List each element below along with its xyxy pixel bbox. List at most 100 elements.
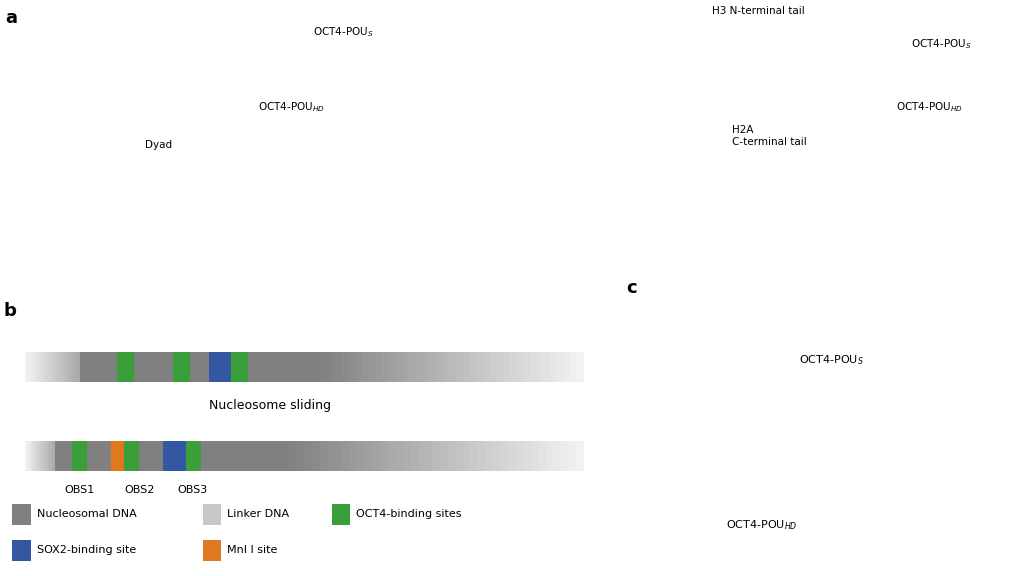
- Bar: [60, 352, 63, 382]
- Bar: [112, 441, 124, 471]
- Bar: [304, 441, 312, 471]
- Bar: [78, 352, 81, 382]
- Bar: [33, 352, 36, 382]
- Bar: [402, 441, 410, 471]
- Bar: [42, 441, 43, 471]
- Bar: [355, 352, 362, 382]
- Bar: [395, 441, 402, 471]
- Bar: [501, 441, 508, 471]
- Bar: [28, 352, 30, 382]
- Text: Nucleosome sliding: Nucleosome sliding: [209, 399, 332, 412]
- Bar: [231, 352, 248, 382]
- Text: OCT4-POU$_{HD}$: OCT4-POU$_{HD}$: [726, 518, 798, 532]
- Bar: [537, 352, 544, 382]
- Bar: [568, 441, 577, 471]
- Bar: [41, 352, 44, 382]
- Bar: [497, 352, 503, 382]
- Bar: [557, 352, 563, 382]
- Bar: [376, 352, 382, 382]
- Text: OCT4-binding sites: OCT4-binding sites: [356, 510, 462, 520]
- Text: c: c: [627, 279, 637, 297]
- Bar: [563, 352, 570, 382]
- Bar: [54, 441, 55, 471]
- Bar: [63, 352, 67, 382]
- Bar: [48, 441, 49, 471]
- Bar: [81, 352, 315, 382]
- Bar: [40, 441, 42, 471]
- Bar: [447, 441, 456, 471]
- Bar: [373, 441, 380, 471]
- Bar: [312, 441, 319, 471]
- Bar: [410, 352, 416, 382]
- Bar: [282, 441, 290, 471]
- Bar: [319, 441, 327, 471]
- Bar: [173, 352, 189, 382]
- Bar: [476, 352, 483, 382]
- Text: OCT4-POU$_{HD}$: OCT4-POU$_{HD}$: [896, 100, 963, 114]
- Bar: [561, 441, 568, 471]
- Bar: [387, 441, 395, 471]
- Bar: [503, 352, 510, 382]
- Text: Nucleosomal DNA: Nucleosomal DNA: [37, 510, 136, 520]
- Bar: [30, 352, 33, 382]
- Bar: [349, 441, 357, 471]
- Text: MnI I site: MnI I site: [227, 545, 278, 555]
- Bar: [12, 504, 31, 525]
- Bar: [369, 352, 376, 382]
- Bar: [539, 441, 546, 471]
- Bar: [389, 352, 396, 382]
- Bar: [410, 441, 418, 471]
- Bar: [382, 352, 389, 382]
- Bar: [450, 352, 457, 382]
- Bar: [425, 441, 433, 471]
- Text: OCT4-POU$_{HD}$: OCT4-POU$_{HD}$: [258, 100, 326, 114]
- Bar: [36, 352, 39, 382]
- Bar: [30, 441, 31, 471]
- Bar: [483, 352, 489, 382]
- Bar: [72, 441, 87, 471]
- Bar: [380, 441, 387, 471]
- Bar: [329, 352, 336, 382]
- Bar: [203, 540, 221, 561]
- Bar: [577, 352, 584, 382]
- Bar: [12, 540, 31, 561]
- Bar: [508, 441, 516, 471]
- Bar: [457, 352, 463, 382]
- Bar: [423, 352, 429, 382]
- Text: Dyad: Dyad: [145, 140, 172, 150]
- Bar: [357, 441, 365, 471]
- Bar: [442, 352, 450, 382]
- Bar: [470, 441, 478, 471]
- Bar: [297, 441, 304, 471]
- Bar: [163, 441, 185, 471]
- Bar: [402, 352, 410, 382]
- Bar: [37, 441, 39, 471]
- Bar: [203, 504, 221, 525]
- Bar: [55, 441, 282, 471]
- Bar: [46, 441, 48, 471]
- Bar: [332, 504, 350, 525]
- Bar: [185, 441, 201, 471]
- Bar: [28, 441, 30, 471]
- Bar: [50, 352, 52, 382]
- Bar: [489, 352, 497, 382]
- Bar: [34, 441, 36, 471]
- Bar: [52, 352, 55, 382]
- Bar: [463, 352, 470, 382]
- Text: OCT4-POU$_S$: OCT4-POU$_S$: [911, 37, 972, 51]
- Text: b: b: [3, 302, 16, 320]
- Bar: [440, 441, 447, 471]
- Bar: [55, 352, 58, 382]
- Bar: [25, 441, 27, 471]
- Text: Linker DNA: Linker DNA: [227, 510, 290, 520]
- Bar: [27, 441, 28, 471]
- Text: a: a: [5, 9, 17, 27]
- Bar: [25, 352, 28, 382]
- Bar: [416, 352, 423, 382]
- Bar: [550, 352, 557, 382]
- Bar: [67, 352, 70, 382]
- Text: H3 N-terminal tail: H3 N-terminal tail: [712, 6, 805, 17]
- Bar: [43, 441, 45, 471]
- Bar: [456, 441, 463, 471]
- Bar: [117, 352, 133, 382]
